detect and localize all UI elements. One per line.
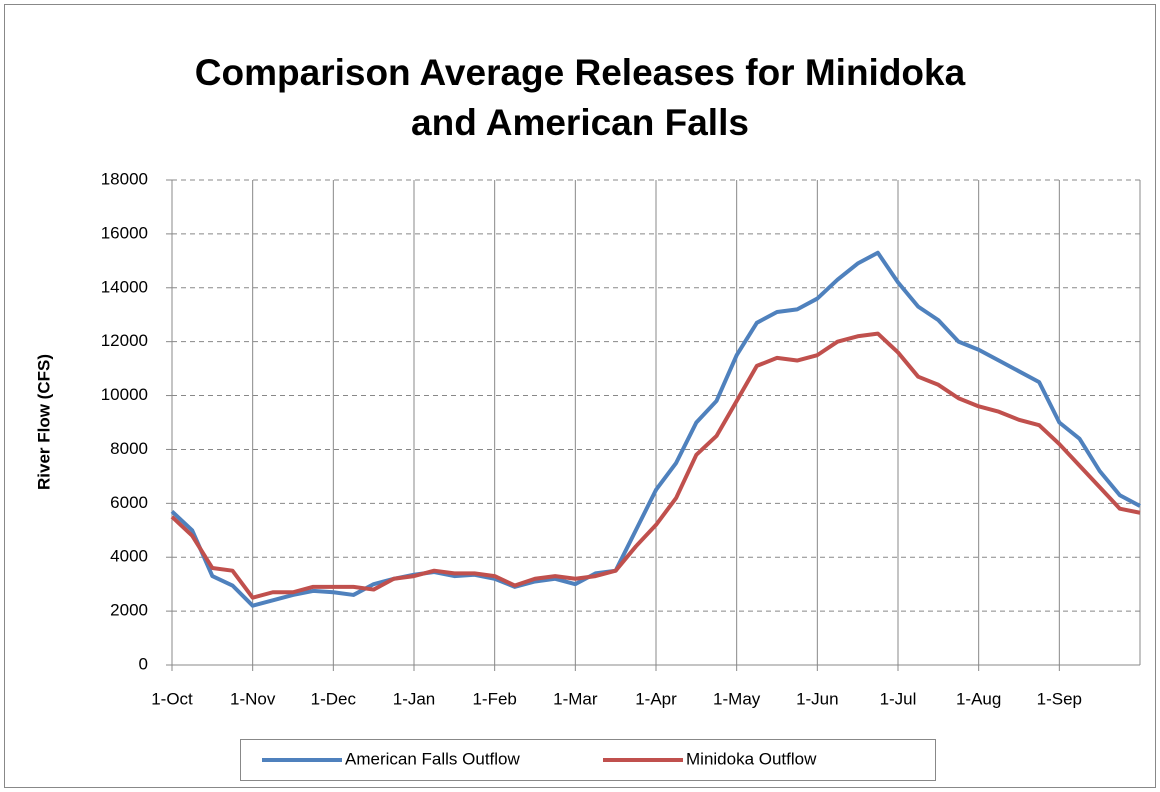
x-tick-label: 1-May <box>713 689 761 708</box>
x-tick-label: 1-Dec <box>311 689 357 708</box>
y-tick-label: 6000 <box>110 493 148 512</box>
x-tick-label: 1-Feb <box>472 689 516 708</box>
y-tick-label: 18000 <box>101 169 148 188</box>
legend-label: Minidoka Outflow <box>686 749 817 768</box>
legend-box <box>240 739 936 781</box>
x-tick-label: 1-Nov <box>230 689 276 708</box>
series-line <box>170 250 1141 608</box>
y-tick-label: 12000 <box>101 331 148 350</box>
y-tick-label: 8000 <box>110 439 148 458</box>
y-axis-label: River Flow (CFS) <box>34 354 53 490</box>
x-tick-label: 1-Oct <box>151 689 193 708</box>
x-tick-label: 1-Jan <box>393 689 436 708</box>
y-tick-label: 14000 <box>101 277 148 296</box>
y-tick-label: 4000 <box>110 547 148 566</box>
x-tick-label: 1-Aug <box>956 689 1001 708</box>
x-tick-label: 1-Mar <box>553 689 598 708</box>
y-tick-label: 16000 <box>101 223 148 242</box>
y-tick-label: 0 <box>139 654 148 673</box>
chart-title: and American Falls <box>411 102 749 143</box>
x-tick-label: 1-Jun <box>796 689 839 708</box>
x-tick-label: 1-Sep <box>1037 689 1082 708</box>
x-tick-label: 1-Apr <box>635 689 677 708</box>
series-line <box>170 331 1141 600</box>
chart-title: Comparison Average Releases for Minidoka <box>195 52 966 93</box>
legend-label: American Falls Outflow <box>345 749 520 768</box>
y-tick-label: 2000 <box>110 601 148 620</box>
y-tick-label: 10000 <box>101 385 148 404</box>
x-tick-label: 1-Jul <box>880 689 917 708</box>
